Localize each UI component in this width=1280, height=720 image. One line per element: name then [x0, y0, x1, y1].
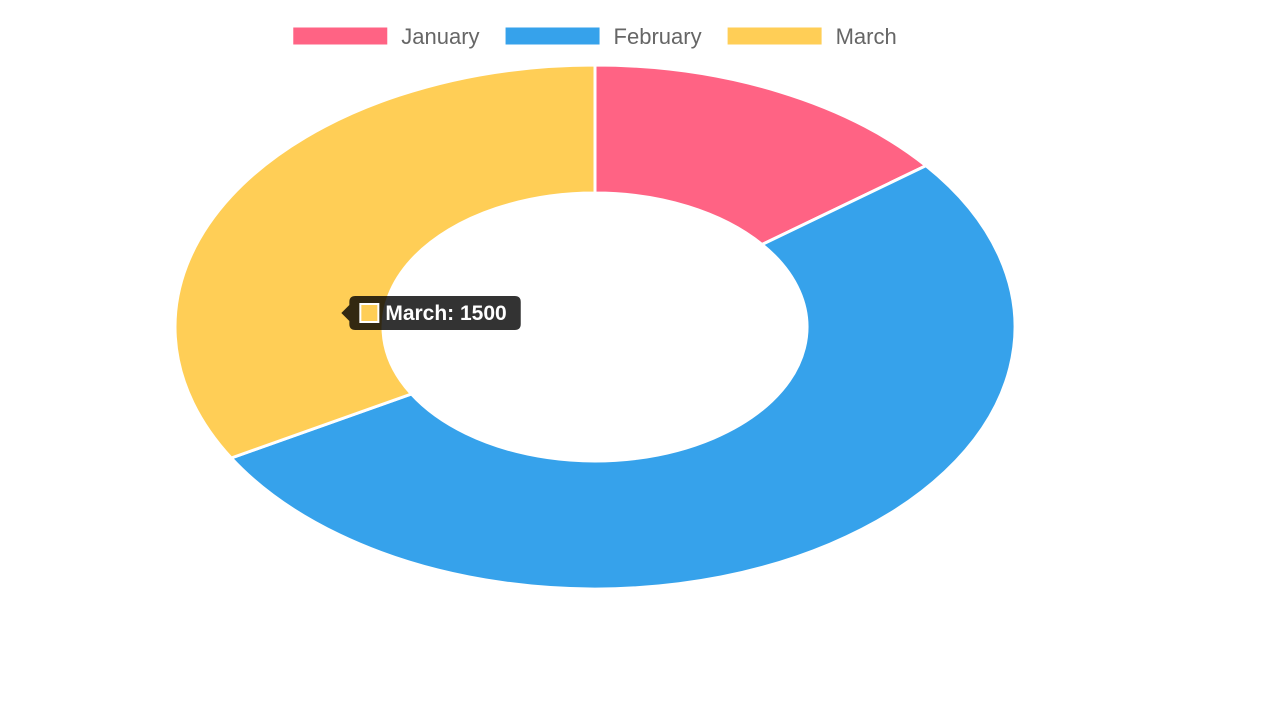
slice-january[interactable] [593, 63, 929, 247]
legend-swatch-march[interactable] [727, 27, 822, 45]
tooltip-box [341, 296, 521, 330]
chart-legend: January February March [293, 24, 897, 49]
legend-label-january[interactable]: January [401, 24, 479, 49]
legend-swatch-february[interactable] [505, 27, 600, 45]
doughnut-slices [173, 63, 1017, 591]
legend-label-march[interactable]: March [836, 24, 897, 49]
chart-tooltip: March: 1500 [341, 296, 521, 330]
legend-label-february[interactable]: February [614, 24, 702, 49]
legend-swatch-january[interactable] [293, 27, 388, 45]
tooltip-color-swatch [359, 303, 380, 323]
slice-march[interactable] [173, 63, 597, 460]
tooltip-text: March: 1500 [385, 302, 506, 325]
slice-february[interactable] [228, 163, 1017, 591]
